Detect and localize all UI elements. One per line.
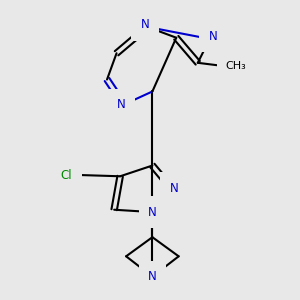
Text: N: N	[141, 18, 150, 31]
Text: N: N	[148, 206, 157, 219]
Text: N: N	[117, 98, 126, 111]
Text: N: N	[169, 182, 178, 195]
Text: CH₃: CH₃	[226, 61, 246, 71]
Text: N: N	[209, 30, 218, 43]
Text: Cl: Cl	[61, 169, 72, 182]
Text: N: N	[148, 270, 157, 283]
